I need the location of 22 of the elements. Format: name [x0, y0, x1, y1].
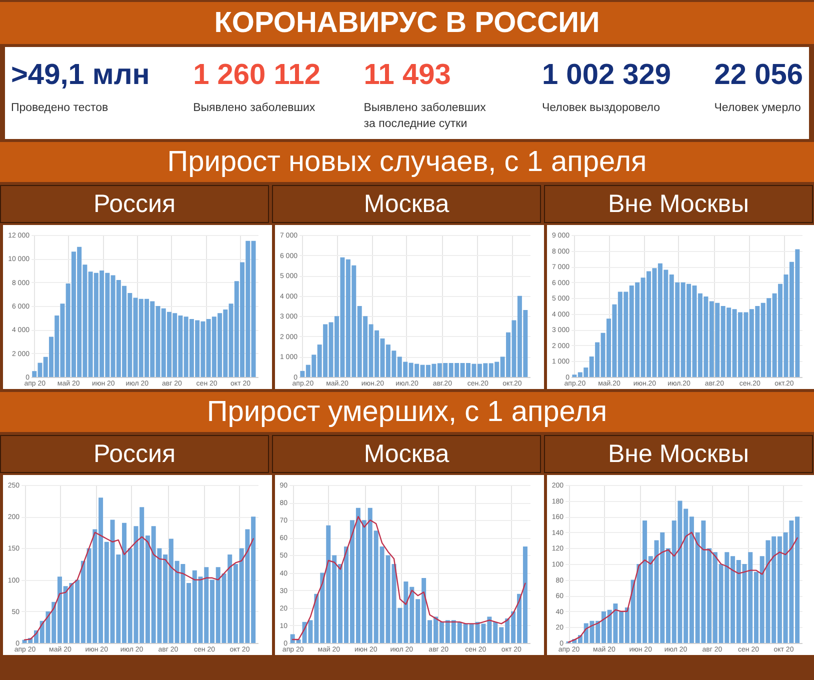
text: 1 002 329 [542, 59, 672, 92]
text: Прирост новых случаев, с 1 апреля [0, 142, 814, 182]
chart-title: Москва [272, 435, 541, 473]
text: 22 056 [714, 59, 803, 92]
text: 1 260 112 [193, 59, 320, 92]
text: Человек умерло [714, 101, 802, 116]
chart-title: Россия [0, 435, 269, 473]
text: Человек выздоровело [542, 101, 662, 116]
chart-title: Россия [0, 185, 269, 223]
text: 11 493 [364, 59, 452, 92]
chart-title: Вне Москвы [544, 185, 813, 223]
text: Выявлено заболевших за последние сутки [364, 101, 487, 132]
line-series [24, 532, 254, 640]
text: КОРОНАВИРУС В РОССИИ [0, 2, 814, 44]
text: >49,1 млн [11, 59, 150, 92]
text: Проведено тестов [11, 101, 110, 116]
chart-title: Вне Москвы [544, 435, 813, 473]
line-series [568, 532, 798, 643]
line-series [292, 516, 526, 640]
text: Выявлено заболевших [193, 101, 316, 116]
chart-title: Москва [272, 185, 541, 223]
text: Прирост умерших, с 1 апреля [0, 392, 814, 432]
